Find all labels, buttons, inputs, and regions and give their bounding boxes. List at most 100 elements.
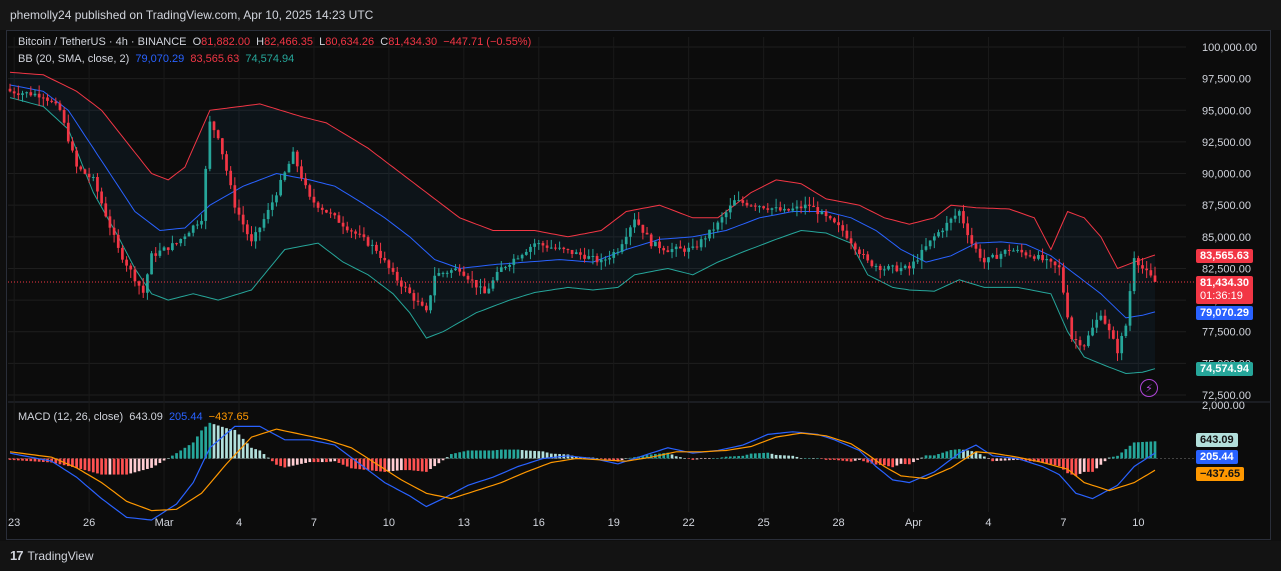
candle-body: [524, 251, 528, 255]
macd-histogram-bar: [733, 456, 736, 459]
candle-body: [570, 249, 574, 255]
candle-body: [712, 229, 716, 231]
x-tick-label: 23: [8, 517, 20, 529]
macd-histogram-bar: [629, 457, 632, 459]
candle-body: [841, 225, 845, 231]
macd-histogram-bar: [949, 450, 953, 459]
candle-body: [79, 166, 83, 170]
macd-histogram-bar: [275, 458, 278, 465]
candle-body: [474, 280, 478, 288]
bb-legend[interactable]: BB (20, SMA, close, 2) 79,070.29 83,565.…: [18, 53, 297, 65]
candle-body: [995, 254, 999, 259]
x-tick-label: 7: [1060, 517, 1066, 529]
macd-histogram-bar: [395, 458, 399, 471]
candle-body: [1024, 252, 1028, 256]
macd-histogram-bar: [341, 458, 345, 465]
candle-body: [1057, 265, 1061, 268]
tradingview-brand[interactable]: 17 TradingView: [10, 548, 94, 563]
candle-body: [953, 215, 957, 219]
macd-line-price-tag: 205.44: [1196, 450, 1238, 464]
candle-body: [962, 211, 965, 224]
macd-histogram-bar: [266, 457, 270, 459]
macd-histogram-bar: [666, 452, 670, 459]
macd-histogram-bar: [121, 458, 124, 475]
candle-body: [728, 205, 732, 213]
candle-body: [350, 230, 353, 232]
candle-body: [870, 260, 874, 267]
macd-histogram-bar: [96, 458, 99, 474]
candle-body: [858, 249, 861, 254]
macd-histogram-bar: [179, 450, 183, 459]
x-tick-label: 28: [832, 517, 844, 529]
macd-histogram-bar: [154, 458, 158, 466]
macd-histogram-bar: [1112, 456, 1115, 459]
candle-body: [670, 249, 674, 253]
lightning-icon[interactable]: ⚡: [1140, 379, 1158, 397]
macd-axis-label: 2,000.00: [1202, 400, 1245, 412]
macd-histogram-bar: [853, 458, 857, 461]
macd-histogram-bar: [416, 458, 420, 471]
candle-body: [96, 176, 99, 192]
macd-histogram-bar: [499, 449, 503, 459]
macd-histogram-bar: [916, 458, 920, 460]
macd-pane: [8, 422, 1196, 521]
macd-histogram-bar: [920, 457, 924, 459]
macd-histogram-bar: [362, 458, 366, 470]
candle-body: [58, 103, 62, 110]
candle-body: [883, 269, 886, 271]
macd-histogram-bar: [200, 430, 203, 459]
macd-histogram-bar: [329, 458, 332, 462]
macd-histogram-bar: [791, 455, 795, 459]
candle-body: [745, 202, 749, 206]
macd-histogram-bar: [437, 458, 441, 464]
candle-body: [46, 97, 49, 101]
candle-body: [125, 259, 128, 266]
macd-histogram-bar: [820, 458, 824, 459]
candle-body: [770, 208, 774, 210]
macd-histogram-bar: [333, 458, 337, 462]
candle-body: [691, 246, 695, 248]
candle-body: [558, 247, 561, 249]
macd-histogram-bar: [25, 458, 29, 461]
macd-histogram-bar: [737, 456, 740, 459]
macd-signal-price-tag: −437.65: [1196, 467, 1245, 481]
candle-body: [487, 288, 491, 294]
symbol-legend[interactable]: Bitcoin / TetherUS · 4h · BINANCE O81,88…: [18, 36, 534, 48]
candle-body: [8, 88, 12, 92]
macd-histogram-bar: [233, 429, 237, 459]
candle-body: [812, 205, 815, 208]
bb-label[interactable]: BB (20, SMA, close, 2): [18, 53, 130, 65]
macd-histogram-bar: [1149, 441, 1153, 459]
macd-histogram-bar: [37, 458, 41, 462]
macd-histogram-bar: [187, 445, 191, 459]
macd-histogram-bar: [541, 451, 545, 459]
macd-legend[interactable]: MACD (12, 26, close) 643.09 205.44 −437.…: [18, 411, 252, 423]
candle-body: [695, 246, 699, 248]
macd-histogram-bar: [29, 458, 33, 462]
macd-histogram-bar: [1012, 458, 1015, 461]
y-tick-label: 82,500.00: [1202, 263, 1251, 275]
macd-histogram-bar: [995, 458, 999, 461]
candle-body: [254, 232, 258, 242]
candle-body: [316, 202, 320, 208]
macd-histogram-bar: [703, 458, 707, 459]
candle-body: [849, 238, 853, 244]
candle-body: [345, 226, 349, 231]
macd-histogram-bar: [812, 458, 815, 459]
candle-body: [341, 222, 345, 227]
candle-body: [1082, 345, 1086, 347]
symbol-title[interactable]: Bitcoin / TetherUS · 4h · BINANCE: [18, 36, 187, 48]
candle-body: [304, 178, 307, 186]
macd-histogram-bar: [466, 450, 470, 459]
candle-body: [196, 224, 199, 226]
macd-histogram-bar: [220, 426, 224, 459]
macd-histogram-bar: [1095, 458, 1099, 469]
macd-label[interactable]: MACD (12, 26, close): [18, 411, 124, 423]
candle-body: [325, 209, 328, 213]
macd-histogram-bar: [375, 458, 378, 471]
candle-body: [920, 249, 924, 261]
candle-body: [1145, 268, 1149, 271]
macd-histogram-bar: [262, 454, 266, 459]
macd-histogram-bar: [320, 458, 324, 463]
